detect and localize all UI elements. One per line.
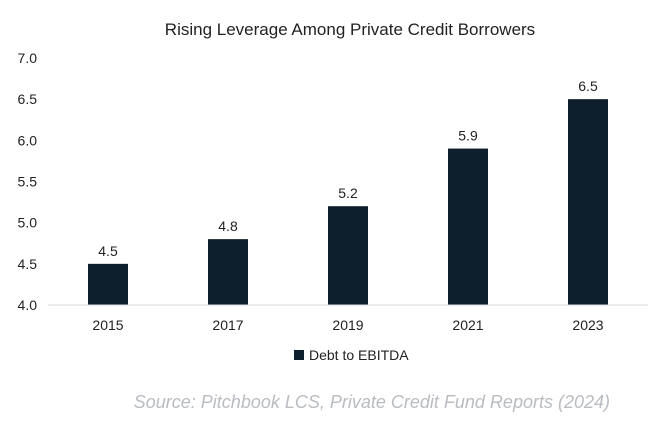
bar-data-label: 5.9: [458, 128, 478, 144]
bar-data-label: 4.5: [98, 243, 118, 259]
bar: [328, 206, 368, 305]
y-tick-label: 6.5: [18, 91, 38, 107]
x-tick-label: 2017: [212, 317, 243, 333]
bar: [568, 99, 608, 306]
chart-title: Rising Leverage Among Private Credit Bor…: [165, 20, 535, 39]
bar-data-label: 4.8: [218, 218, 238, 234]
legend-label: Debt to EBITDA: [309, 347, 409, 363]
y-tick-label: 5.5: [18, 174, 38, 190]
bar: [88, 263, 128, 305]
bar: [448, 148, 488, 305]
bar: [208, 239, 248, 305]
source-note: Source: Pitchbook LCS, Private Credit Fu…: [133, 392, 610, 412]
x-tick-label: 2023: [572, 317, 603, 333]
y-tick-label: 5.0: [18, 215, 38, 231]
x-tick-label: 2015: [92, 317, 123, 333]
y-axis: 4.0 4.5 5.0 5.5 6.0 6.5 7.0: [18, 50, 38, 313]
bar-data-label: 5.2: [338, 185, 358, 201]
bar-data-label: 6.5: [578, 78, 598, 94]
x-tick-label: 2019: [332, 317, 363, 333]
x-axis: 2015 2017 2019 2021 2023: [48, 304, 648, 333]
y-tick-label: 6.0: [18, 132, 38, 148]
x-tick-label: 2021: [452, 317, 483, 333]
legend-swatch: [294, 350, 304, 360]
y-tick-label: 7.0: [18, 50, 38, 66]
legend: Debt to EBITDA: [294, 347, 409, 363]
bars: 4.5 4.8 5.2 5.9 6.5: [88, 78, 608, 306]
y-tick-label: 4.5: [18, 256, 38, 272]
y-tick-label: 4.0: [18, 297, 38, 313]
